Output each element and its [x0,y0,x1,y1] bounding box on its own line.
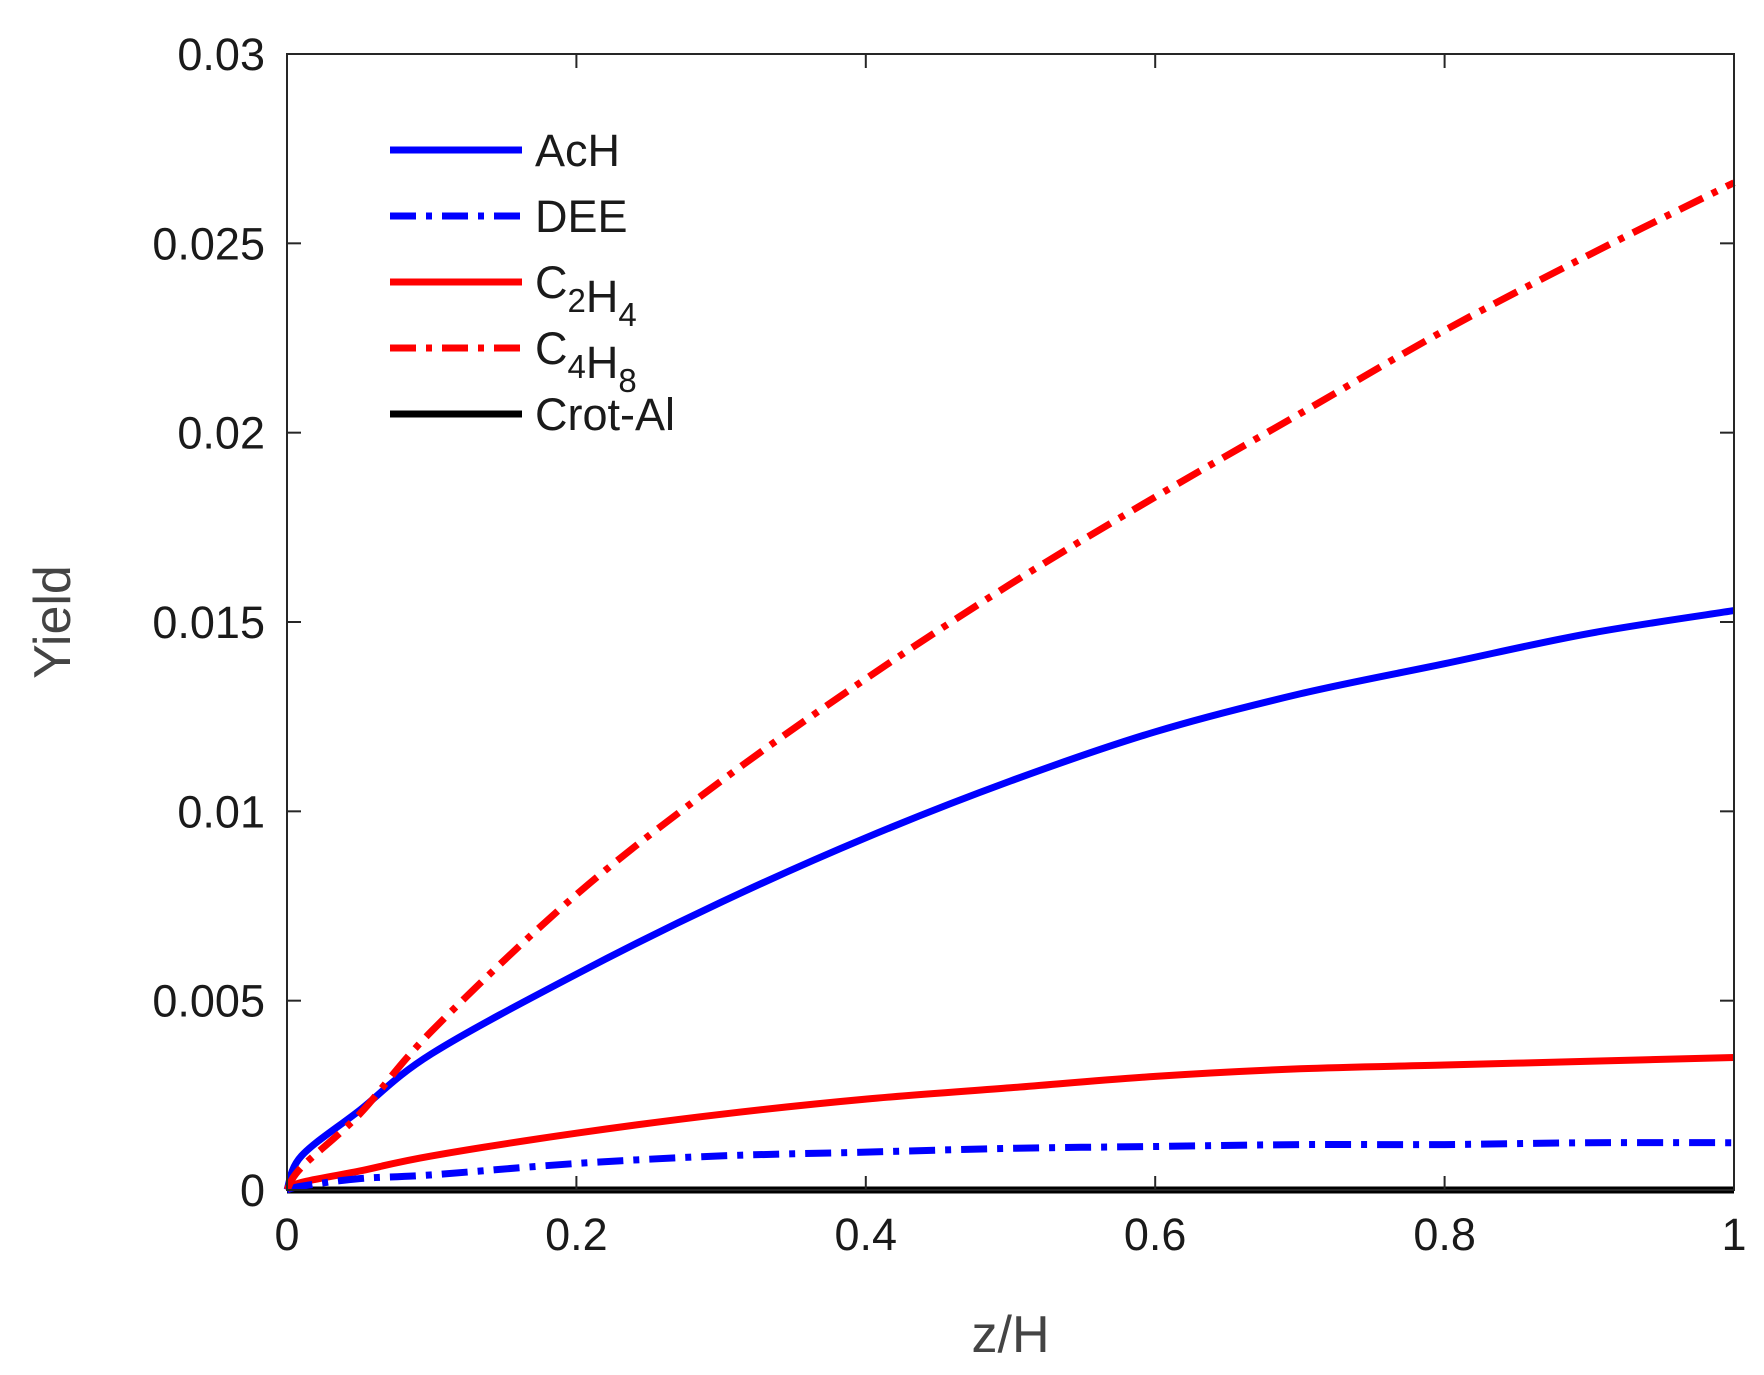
y-tick-label: 0.015 [152,597,265,648]
x-tick-label: 0.8 [1413,1209,1476,1260]
legend-label-subscript: 4 [568,348,586,385]
legend-label-main: H [586,271,619,322]
y-tick-label: 0.03 [177,29,265,80]
legend-label-main: C [535,323,568,374]
x-tick-label: 0.4 [835,1209,898,1260]
x-tick-label: 0.2 [545,1209,608,1260]
y-tick-label: 0 [240,1165,265,1216]
y-tick-label: 0.01 [177,786,265,837]
series-line-dee [285,1139,1735,1194]
legend-label-subscript: 2 [568,282,586,319]
x-tick-label: 0.6 [1124,1209,1187,1260]
legend-label: AcH [535,125,620,176]
legend-label: C2H4 [535,257,637,333]
y-tick-label: 0.02 [177,408,265,459]
legend-label-main: Crot-Al [535,389,675,440]
y-tick-label: 0.025 [152,218,265,269]
legend-label-main: C [535,257,568,308]
legend-label-main: H [586,337,619,388]
y-tick-label: 0.005 [152,976,265,1027]
legend-label: C4H8 [535,323,637,399]
legend-label-main: DEE [535,191,628,242]
legend-label: Crot-Al [535,389,675,440]
series-line-c4h8 [283,179,1736,1192]
legend-label-subscript: 8 [618,362,636,399]
x-tick-label: 1 [1721,1209,1746,1260]
y-axis-title: Yield [24,565,82,679]
axis-ticks: 0 0.2 0.4 0.6 0.8 1 0 0.005 0.01 0.015 0.02 0.025 0.… [152,29,1746,1260]
x-tick-label: 0 [274,1209,299,1260]
legend-label-subscript: 4 [618,296,636,333]
x-axis-title: z/H [972,1306,1050,1364]
series-line-ach [283,607,1735,1192]
series-line-c2h4 [285,1054,1735,1194]
legend-label: DEE [535,191,628,242]
legend-label-main: AcH [535,125,620,176]
